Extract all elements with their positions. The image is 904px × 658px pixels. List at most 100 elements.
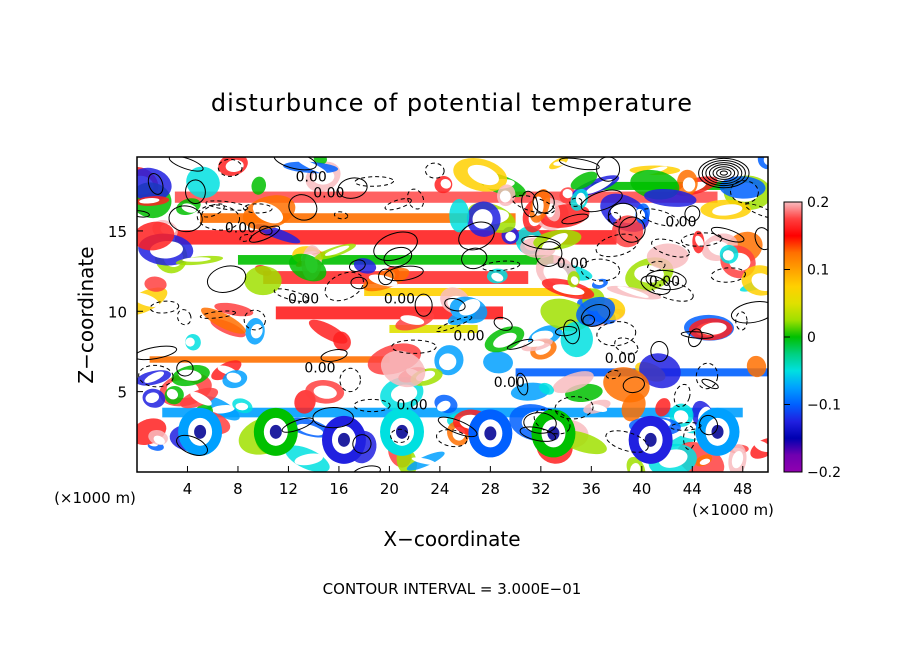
contour-line [683, 425, 696, 450]
x-axis-label: X−coordinate [383, 527, 520, 551]
heatmap-blob-core [525, 340, 545, 347]
contour-line [650, 279, 694, 302]
contour-label: 0.00 [384, 291, 415, 307]
x-tick-label: 32 [531, 480, 550, 498]
contour-line [669, 422, 702, 431]
heatmap-blob-core [440, 179, 452, 189]
heatmap-blob-core [617, 286, 649, 298]
contour-line [708, 164, 739, 182]
contour-line [754, 227, 768, 251]
contour-line [199, 310, 237, 319]
colorbar-tick-label: 0.1 [807, 263, 829, 279]
contour-label: 0.00 [605, 351, 636, 367]
contour-line [695, 362, 719, 390]
contour-line [352, 465, 381, 472]
heatmap-blob [644, 188, 697, 207]
contour-line [698, 157, 750, 189]
heatmap-blob [186, 166, 220, 199]
heatmap-blob [244, 266, 282, 296]
contour-line [607, 212, 621, 224]
contour-line [273, 288, 309, 303]
contour-label: 0.00 [649, 274, 680, 290]
contour-line [705, 162, 743, 185]
heatmap-cell-center [711, 424, 724, 439]
contour-line [354, 176, 395, 187]
contour-line [390, 428, 410, 444]
heatmap-blob-core [166, 388, 179, 400]
contour-label: 0.00 [313, 185, 344, 201]
contour-line [337, 177, 368, 199]
heatmap-blob-core [700, 322, 727, 335]
x-tick-label: 16 [329, 480, 348, 498]
contour-line [506, 338, 534, 350]
contour-line [554, 396, 594, 420]
heatmap-blob-core [699, 458, 711, 466]
heatmap-blob [483, 351, 513, 374]
heatmap-blob-core [695, 235, 704, 248]
heatmap-blob [570, 171, 598, 190]
contour-line [138, 364, 174, 388]
heatmap-blob [746, 355, 767, 378]
contour-line [580, 189, 623, 213]
heatmap-blob-core [313, 385, 337, 399]
colorbar-tick-label: −0.2 [807, 465, 841, 481]
contour-line [373, 231, 418, 262]
contour-line [580, 304, 611, 327]
colorbar-tick-label: 0 [807, 330, 816, 346]
heatmap-cell-center [484, 426, 497, 441]
heatmap-blob [576, 296, 616, 327]
contour-line [461, 247, 488, 270]
colorbar-ticks: 0.2 0.1 0 −0.1 −0.2 [784, 195, 841, 481]
contour-line [137, 210, 150, 218]
contour-line [563, 319, 581, 345]
contour-label: 0.00 [225, 221, 256, 237]
heatmap-band [149, 356, 390, 363]
contour-line [680, 331, 714, 339]
x-tick-label: 8 [233, 480, 243, 498]
contour-line [712, 166, 736, 180]
y-tick-label: 5 [117, 384, 127, 402]
heatmap-blob-core [252, 202, 284, 224]
contour-line [176, 434, 209, 456]
heatmap-blob [646, 243, 689, 270]
contour-line [493, 316, 513, 331]
contour-label: 0.00 [288, 291, 319, 307]
contour-line [532, 190, 555, 214]
contour-line [580, 258, 621, 282]
heatmap-blob-core [472, 209, 493, 229]
contour-line [437, 416, 478, 438]
contour-line [458, 221, 495, 251]
x-unit-left: (×1000 m) [54, 489, 136, 507]
contour-line [176, 360, 194, 377]
contour-label: 0.00 [557, 256, 588, 272]
contour-line [243, 309, 266, 331]
heatmap-blob-core [185, 337, 195, 347]
heatmap-blob-core [542, 232, 568, 251]
contour-line [701, 159, 746, 187]
x-tick-label: 24 [430, 480, 449, 498]
contour-line [273, 157, 317, 171]
heatmap-cell-center [194, 424, 207, 439]
colorbar-tick-label: 0.2 [807, 195, 829, 211]
contour-line [650, 340, 669, 363]
heatmap-blob-core [400, 315, 425, 325]
heatmap-blob-core [505, 231, 516, 242]
heatmap-band [389, 324, 478, 333]
heatmap-blob [313, 157, 328, 165]
contour-line [444, 297, 466, 312]
contour-line [407, 188, 425, 210]
heatmap-blob-core [585, 179, 613, 194]
heatmap-blob-core [296, 158, 327, 174]
contour-line [640, 275, 671, 295]
contour-line [639, 208, 679, 227]
heatmap-blob-core [731, 451, 744, 469]
contour-line [414, 293, 433, 317]
heatmap-blob-core [467, 164, 499, 186]
contour-line [673, 383, 691, 408]
contour-labels: 0.000.000.00 0.000.000.000.00 0.000.000.00… [225, 169, 697, 413]
contour-line [481, 260, 521, 272]
heatmap-blob-core [250, 323, 263, 339]
heatmap-blob-core [590, 404, 608, 412]
contour-line [521, 235, 561, 250]
